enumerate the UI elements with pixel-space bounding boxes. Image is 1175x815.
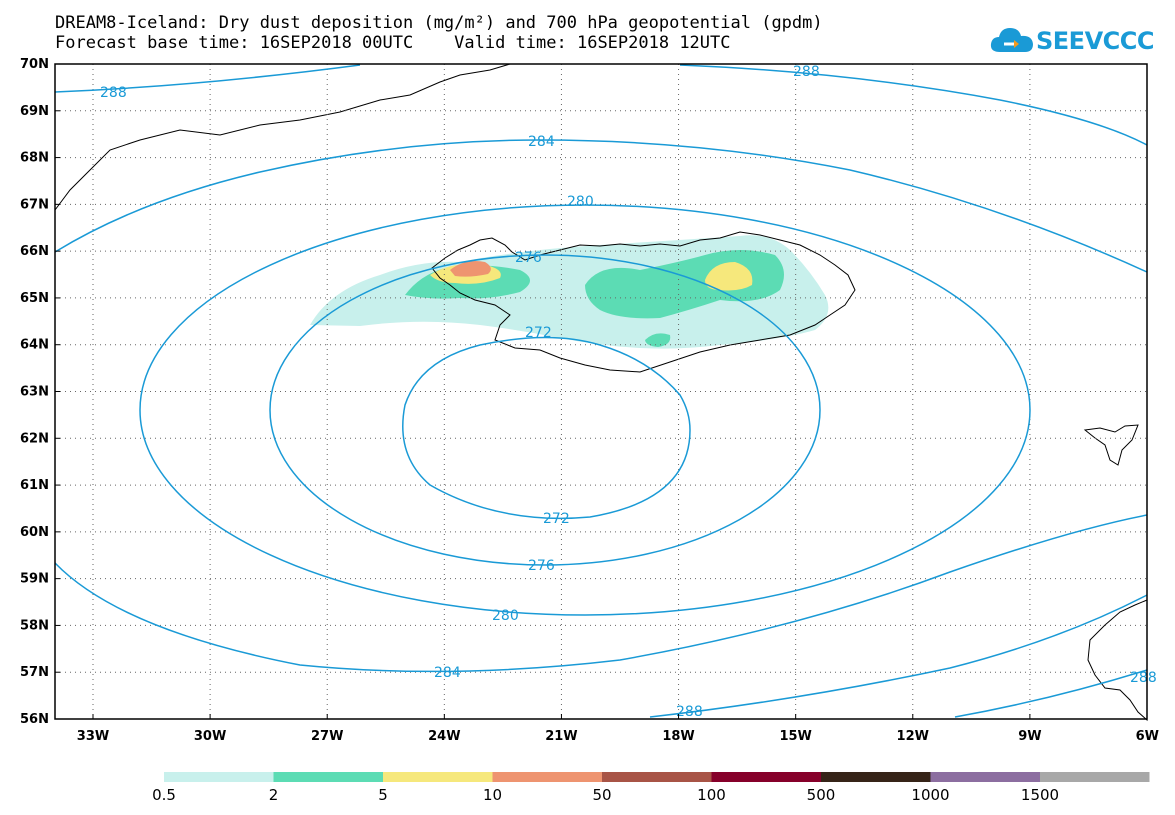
latitude-label: 65N [20,291,49,306]
longitude-label: 9W [1018,729,1041,744]
longitude-label: 18W [662,729,694,744]
contour-280 [139,204,1031,616]
map-title: DREAM8-Iceland: Dry dust deposition (mg/… [55,13,823,33]
contour-label-280-north: 280 [567,194,594,210]
contour-label-272-north: 272 [525,325,552,341]
longitude-label: 6W [1136,729,1159,744]
greenland-coastline [54,63,511,211]
longitude-label: 15W [779,729,811,744]
contour-284-north [54,139,1148,273]
longitude-label: 27W [311,729,343,744]
contour-label-288-ne: 288 [793,64,820,80]
legend-swatch [821,772,931,782]
latitude-label: 68N [20,151,49,166]
contour-label-276-south: 276 [528,558,555,574]
legend-label: 10 [483,786,502,804]
color-legend: 0.5 2 5 10 50 100 500 1000 1500 [152,772,1150,804]
contour-label-288-se: 288 [1130,670,1157,686]
dust-area-10 [450,261,491,277]
legend-swatch [164,772,274,782]
contour-label-284-south: 284 [434,665,461,681]
contour-label-288-south: 288 [676,704,703,720]
contour-labels: 288 288 284 280 276 272 272 276 280 284 … [100,64,1157,720]
contour-288-nw [54,64,361,93]
latitude-labels: 70N 69N 68N 67N 66N 65N 64N 63N 62N 61N 60N 59N 58N 5… [20,57,60,727]
longitude-label: 24W [428,729,460,744]
legend-swatch [602,772,712,782]
legend-label: 0.5 [152,786,176,804]
latitude-label: 56N [20,712,49,727]
dust-deposition-field [310,235,829,349]
dust-area-2-south [645,333,671,347]
contour-284-south [54,514,1148,673]
latitude-label: 63N [20,385,49,400]
contour-288-se [954,669,1148,718]
latitude-label: 64N [20,338,49,353]
longitude-label: 33W [77,729,109,744]
longitude-labels: 33W 30W 27W 24W 21W 18W 15W 12W 9W 6W [77,714,1159,744]
latitude-label: 62N [20,431,49,446]
legend-swatch [273,772,383,782]
latitude-label: 67N [20,197,49,212]
legend-label: 50 [592,786,611,804]
seevccc-logo: SEEVCCC [990,20,1155,60]
legend-swatch [492,772,602,782]
legend-label: 500 [807,786,836,804]
dust-area-5-east [705,262,753,291]
longitude-label: 21W [545,729,577,744]
legend-label: 100 [697,786,726,804]
latitude-label: 58N [20,618,49,633]
contour-272 [402,336,691,520]
graticule [55,64,1147,719]
contour-label-288-nw: 288 [100,85,127,101]
longitude-label: 30W [194,729,226,744]
legend-swatch [1040,772,1150,782]
latitude-label: 70N [20,57,49,72]
cloud-icon [990,28,1033,52]
faroe-coastline [1083,424,1139,466]
contour-label-284-north: 284 [528,134,555,150]
longitude-label: 12W [897,729,929,744]
latitude-label: 60N [20,525,49,540]
legend-label: 1000 [911,786,949,804]
contour-276 [269,254,821,566]
map-subtitle: Forecast base time: 16SEP2018 00UTC Vali… [55,33,731,53]
contour-label-280-south: 280 [492,608,519,624]
logo-text: SEEVCCC [1036,27,1155,55]
geopotential-contours [54,64,1148,718]
legend-label: 5 [378,786,388,804]
legend-label: 1500 [1021,786,1059,804]
latitude-label: 69N [20,104,49,119]
contour-label-272-south: 272 [543,511,570,527]
scotland-coastline [1087,599,1148,722]
legend-label: 2 [269,786,279,804]
legend-swatch [383,772,493,782]
latitude-label: 61N [20,478,49,493]
latitude-label: 57N [20,665,49,680]
contour-288-ne [679,64,1148,146]
latitude-label: 59N [20,572,49,587]
legend-swatch [711,772,821,782]
legend-swatch [930,772,1040,782]
contour-288-south [649,594,1148,718]
contour-label-276-north: 276 [515,250,542,266]
latitude-label: 66N [20,244,49,259]
